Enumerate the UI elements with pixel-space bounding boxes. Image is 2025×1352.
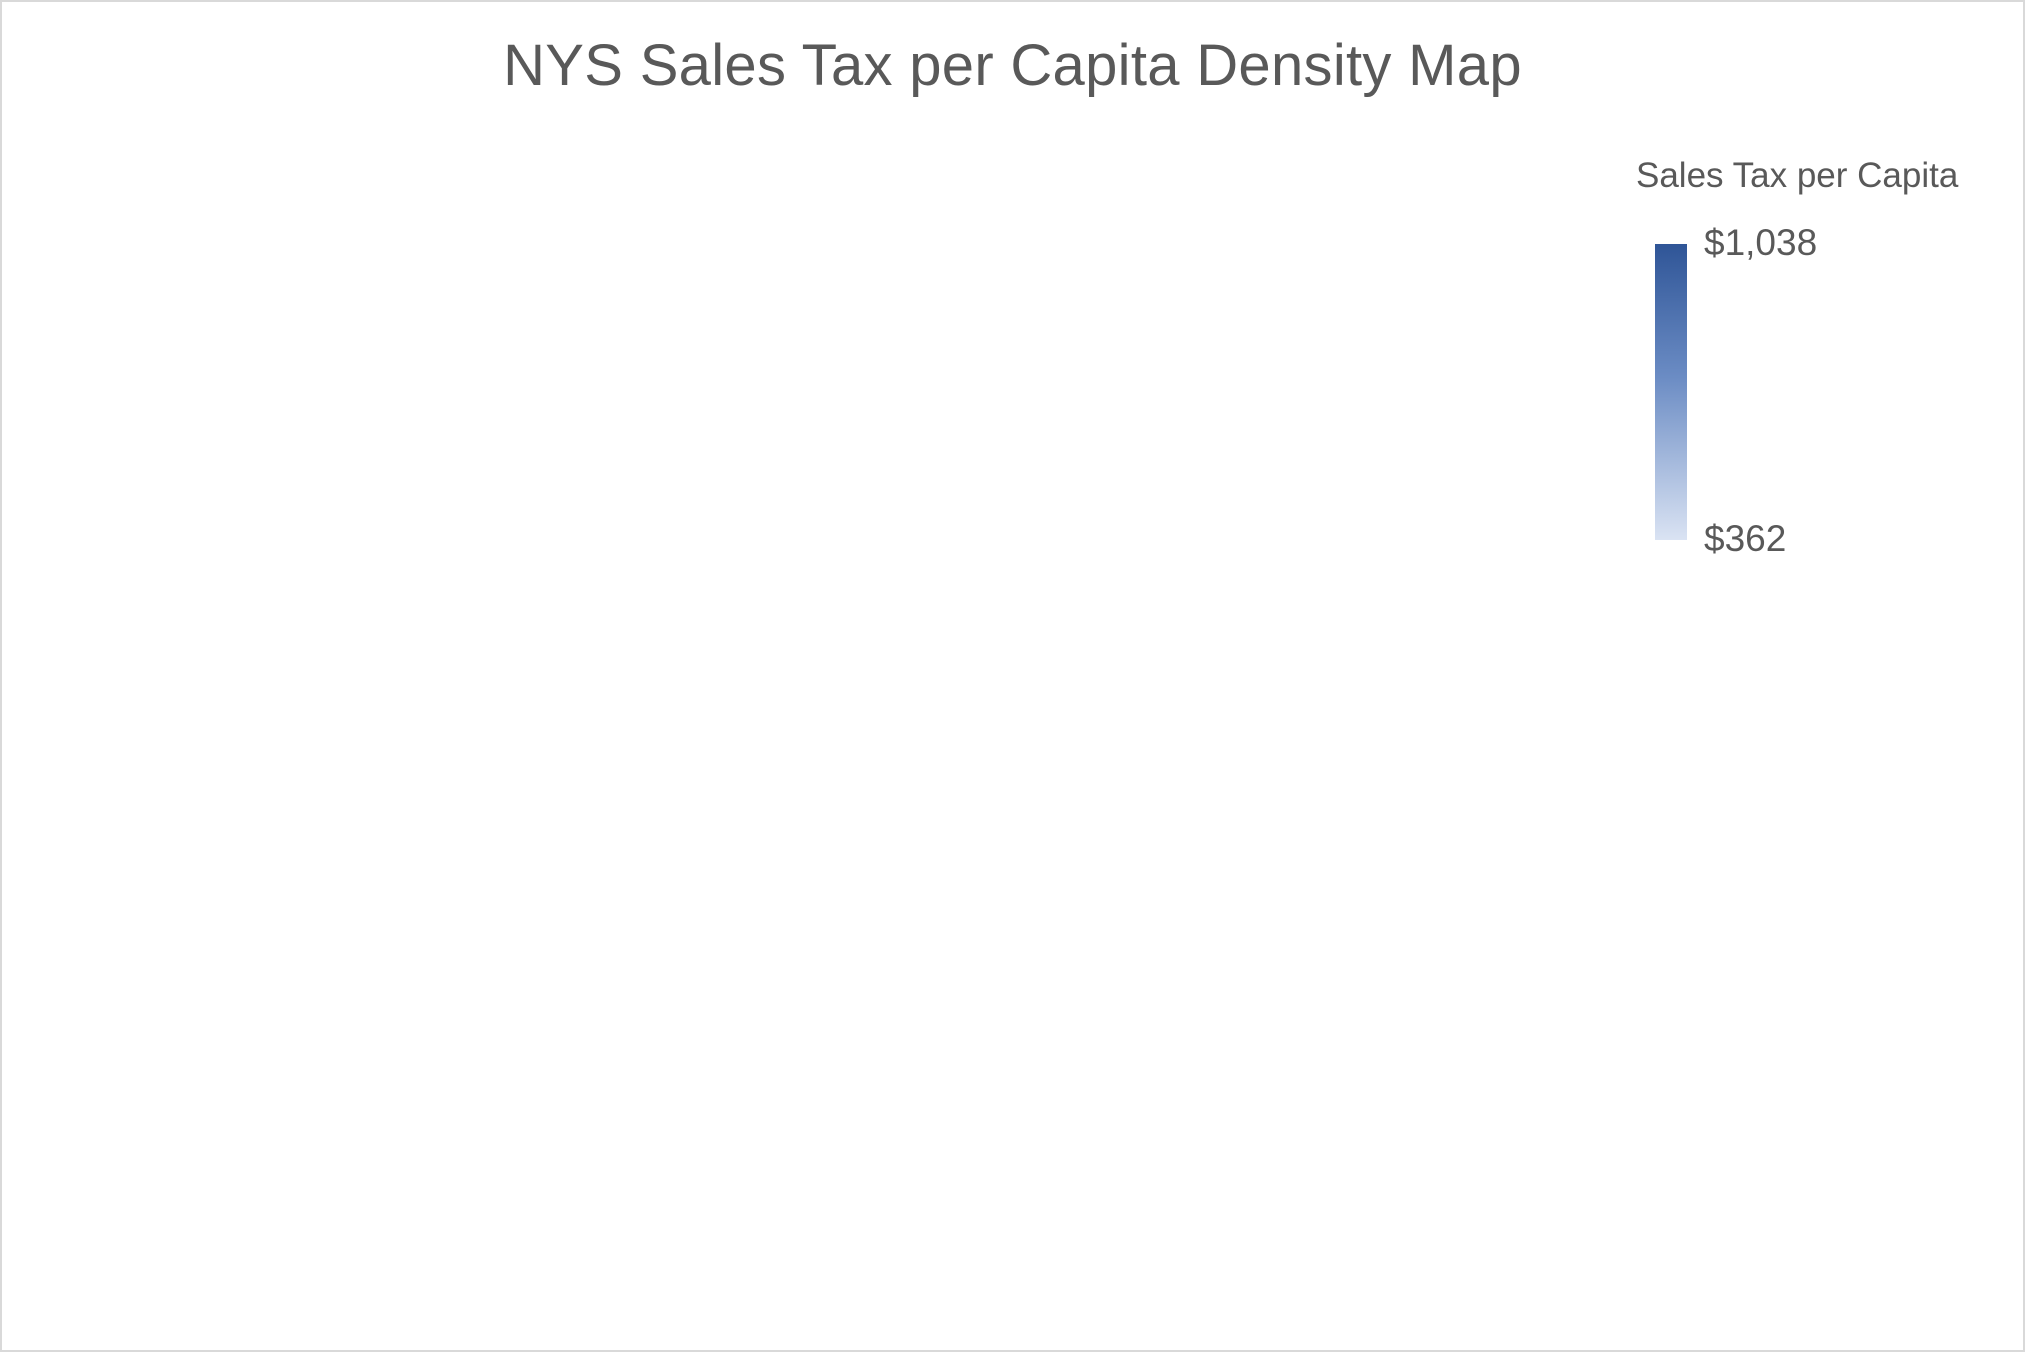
legend-title: Sales Tax per Capita xyxy=(1636,156,1959,195)
color-scale-legend: Sales Tax per Capita $1,038 $362 xyxy=(1622,152,2002,572)
chart-title: NYS Sales Tax per Capita Density Map xyxy=(503,33,1522,98)
map-plot-area xyxy=(42,132,1602,1312)
legend-gradient-bar xyxy=(1655,244,1687,540)
legend-min-label: $362 xyxy=(1704,518,1787,559)
legend-max-label: $1,038 xyxy=(1704,222,1818,263)
